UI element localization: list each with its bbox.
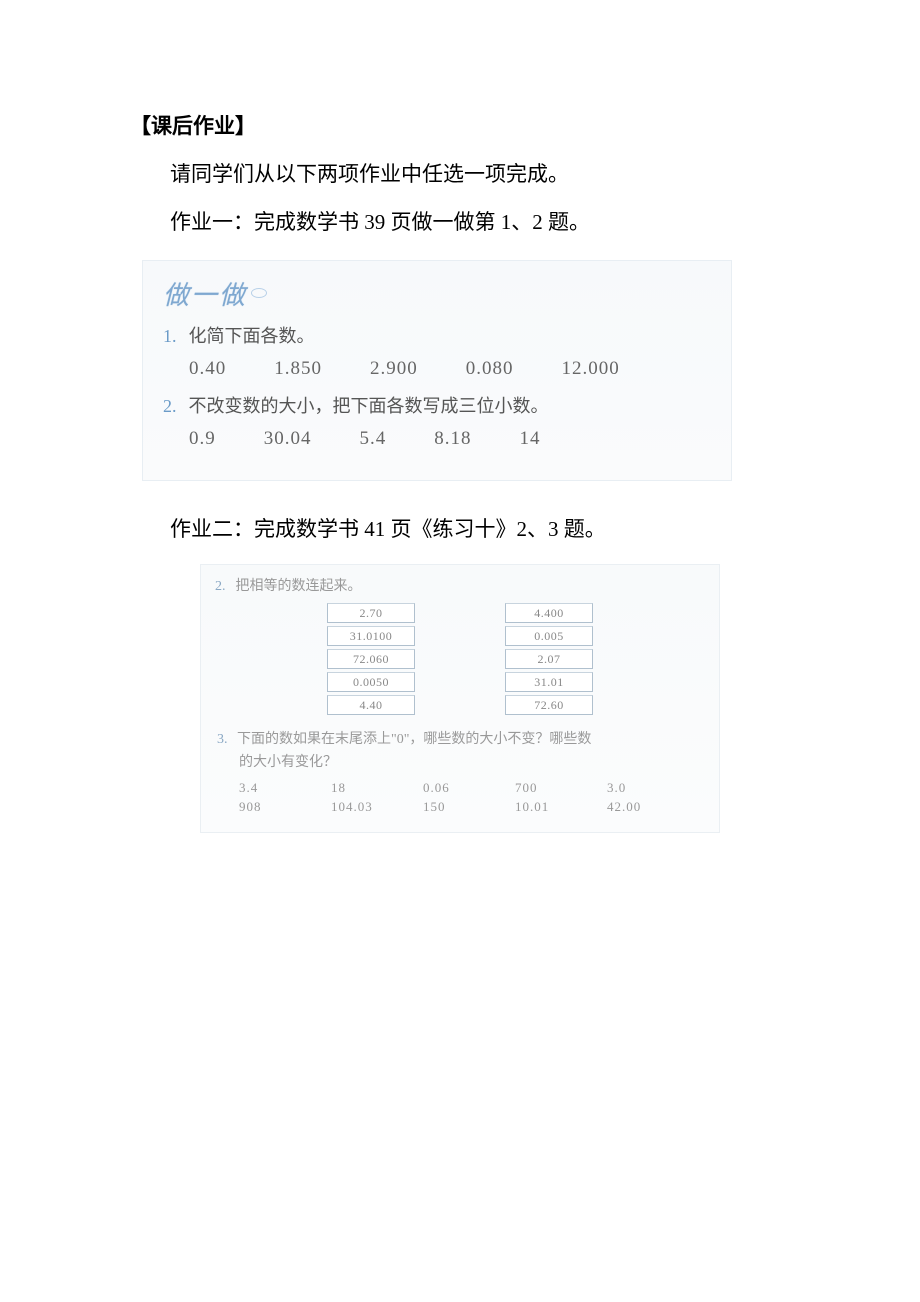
ex1-q1-values: 0.40 1.850 2.900 0.080 12.000 — [189, 358, 711, 380]
number-box: 72.60 — [505, 695, 593, 715]
ex2-q3-number: 3. — [217, 732, 228, 747]
ex2-q3-values: 3.4 18 0.06 700 3.0 908 104.03 150 10.01… — [239, 780, 705, 815]
number-box: 31.01 — [505, 672, 593, 692]
value-cell: 14 — [520, 428, 541, 450]
exercise1-panel: 做一做 1. 化简下面各数。 0.40 1.850 2.900 0.080 12… — [142, 260, 732, 481]
ex1-q2-line: 2. 不改变数的大小，把下面各数写成三位小数。 — [163, 392, 711, 418]
number-box: 4.40 — [327, 695, 415, 715]
ex1-q2-text: 不改变数的大小，把下面各数写成三位小数。 — [189, 396, 549, 416]
ex2-q3-block: 3. 下面的数如果在末尾添上"0"，哪些数的大小不变？哪些数 的大小有变化？ 3… — [215, 729, 705, 815]
value-cell: 700 — [515, 780, 607, 796]
doit-heading: 做一做 — [163, 275, 711, 312]
value-cell: 0.9 — [189, 428, 216, 450]
value-cell: 42.00 — [607, 799, 699, 815]
number-box: 2.07 — [505, 649, 593, 669]
value-row: 3.4 18 0.06 700 3.0 — [239, 780, 705, 796]
value-cell: 18 — [331, 780, 423, 796]
number-box: 72.060 — [327, 649, 415, 669]
number-box: 0.0050 — [327, 672, 415, 692]
ex2-q3-text1: 下面的数如果在末尾添上"0"，哪些数的大小不变？哪些数 — [237, 732, 591, 747]
homework1-line: 作业一：完成数学书 39 页做一做第 1、2 题。 — [170, 204, 790, 242]
ex1-q2-number: 2. — [163, 396, 177, 416]
number-box: 31.0100 — [327, 626, 415, 646]
homework2-line: 作业二：完成数学书 41 页《练习十》2、3 题。 — [170, 511, 790, 549]
ex2-q2-number: 2. — [215, 579, 226, 594]
value-row: 908 104.03 150 10.01 42.00 — [239, 799, 705, 815]
box-row: 0.0050 31.01 — [215, 672, 705, 692]
value-cell: 0.06 — [423, 780, 515, 796]
value-cell: 10.01 — [515, 799, 607, 815]
number-box: 2.70 — [327, 603, 415, 623]
value-cell: 104.03 — [331, 799, 423, 815]
doit-decoration-icon — [251, 288, 267, 298]
ex1-q2-values: 0.9 30.04 5.4 8.18 14 — [189, 428, 711, 450]
ex2-q2-text: 把相等的数连起来。 — [236, 579, 362, 594]
exercise2-panel: 2. 把相等的数连起来。 2.70 4.400 31.0100 0.005 72… — [200, 564, 720, 833]
matching-boxes: 2.70 4.400 31.0100 0.005 72.060 2.07 0.0… — [215, 603, 705, 715]
ex2-q3-text2: 的大小有变化？ — [239, 755, 337, 770]
value-cell: 0.40 — [189, 358, 226, 380]
number-box: 0.005 — [505, 626, 593, 646]
doit-label: 做一做 — [163, 275, 247, 312]
value-cell: 1.850 — [274, 358, 322, 380]
value-cell: 150 — [423, 799, 515, 815]
document-content: 【课后作业】 请同学们从以下两项作业中任选一项完成。 作业一：完成数学书 39 … — [0, 0, 920, 873]
value-cell: 12.000 — [562, 358, 620, 380]
ex1-q1-line: 1. 化简下面各数。 — [163, 322, 711, 348]
value-cell: 8.18 — [434, 428, 471, 450]
value-cell: 3.0 — [607, 780, 699, 796]
value-cell: 0.080 — [466, 358, 514, 380]
ex1-q1-number: 1. — [163, 326, 177, 346]
instruction-text: 请同学们从以下两项作业中任选一项完成。 — [170, 156, 790, 194]
value-cell: 30.04 — [264, 428, 312, 450]
value-cell: 3.4 — [239, 780, 331, 796]
number-box: 4.400 — [505, 603, 593, 623]
box-row: 72.060 2.07 — [215, 649, 705, 669]
ex2-q2-line: 2. 把相等的数连起来。 — [215, 575, 705, 595]
ex1-q1-text: 化简下面各数。 — [189, 326, 315, 346]
value-cell: 908 — [239, 799, 331, 815]
value-cell: 5.4 — [360, 428, 387, 450]
box-row: 4.40 72.60 — [215, 695, 705, 715]
ex2-q3-text: 3. 下面的数如果在末尾添上"0"，哪些数的大小不变？哪些数 的大小有变化？ — [217, 729, 705, 774]
box-row: 2.70 4.400 — [215, 603, 705, 623]
box-row: 31.0100 0.005 — [215, 626, 705, 646]
value-cell: 2.900 — [370, 358, 418, 380]
section-title: 【课后作业】 — [130, 110, 790, 140]
